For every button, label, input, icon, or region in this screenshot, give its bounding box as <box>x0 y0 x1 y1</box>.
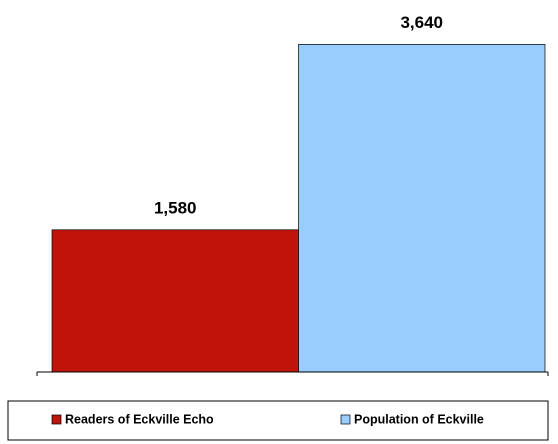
legend-swatch <box>340 414 351 425</box>
legend-label: Population of Eckville <box>354 412 484 426</box>
bar <box>298 44 546 373</box>
legend-label: Readers of Eckville Echo <box>65 412 214 426</box>
data-label: 3,640 <box>400 13 443 32</box>
bar <box>51 229 299 373</box>
legend-swatch <box>51 414 62 425</box>
legend-box <box>7 400 549 441</box>
data-label: 1,580 <box>154 198 197 217</box>
